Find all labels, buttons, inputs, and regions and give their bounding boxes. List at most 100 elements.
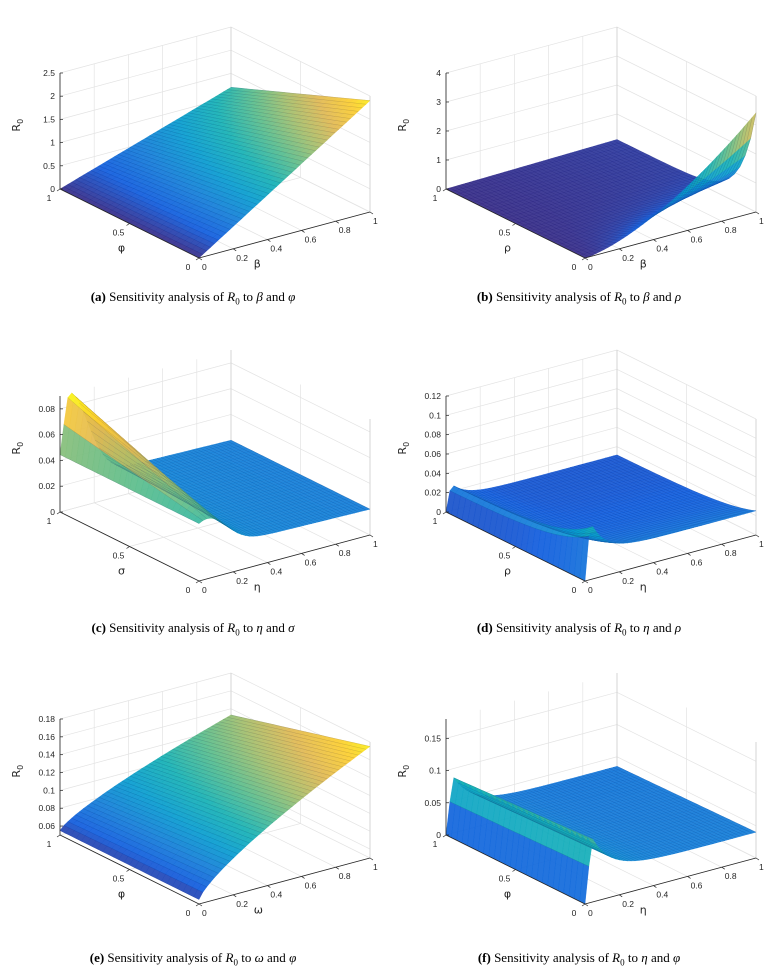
mesh-line bbox=[477, 489, 617, 544]
y-tick-label: 0.5 bbox=[499, 228, 511, 238]
mesh-line bbox=[75, 179, 215, 244]
mesh-line bbox=[188, 112, 328, 141]
mesh-line bbox=[145, 461, 285, 531]
mesh-line bbox=[504, 171, 644, 228]
mesh-line bbox=[523, 479, 663, 536]
z-axis-label: R0 bbox=[396, 119, 411, 132]
mesh-line bbox=[227, 89, 367, 105]
x-tick bbox=[198, 580, 203, 584]
x-axis-label: η bbox=[254, 580, 261, 593]
mesh-line bbox=[601, 458, 741, 516]
x-tick bbox=[653, 239, 657, 242]
x-tick-label: 0.2 bbox=[622, 576, 634, 586]
y-tick bbox=[56, 511, 61, 515]
mesh-line bbox=[457, 185, 597, 254]
z-tick-label: 0 bbox=[436, 507, 441, 517]
mesh-line bbox=[141, 140, 281, 184]
mesh-line bbox=[543, 160, 683, 211]
gridline-z bbox=[445, 84, 757, 155]
mesh-line bbox=[613, 117, 753, 184]
mesh-line bbox=[546, 473, 687, 530]
mesh-line bbox=[83, 174, 223, 237]
mesh-line bbox=[609, 456, 749, 514]
mesh-line bbox=[519, 167, 659, 221]
mesh-line bbox=[164, 456, 304, 526]
mesh-line bbox=[473, 180, 613, 246]
mesh-line bbox=[110, 158, 250, 212]
x-tick-label: 0 bbox=[202, 585, 207, 595]
mesh-line bbox=[203, 103, 343, 126]
x-tick-label: 0.2 bbox=[236, 253, 248, 263]
mesh-line bbox=[504, 484, 644, 541]
front-axes: 00.20.40.60.8100.5100.020.040.060.080.10… bbox=[396, 391, 764, 595]
mesh-line bbox=[67, 184, 207, 251]
mesh-line bbox=[219, 442, 359, 513]
mesh-line bbox=[593, 461, 733, 518]
z-tick-label: 0.12 bbox=[424, 391, 441, 401]
x-tick-label: 0.4 bbox=[656, 244, 668, 254]
x-tick bbox=[267, 562, 271, 565]
mesh-line bbox=[609, 121, 749, 185]
mesh-line bbox=[550, 472, 690, 529]
z-tick-label: 0.08 bbox=[38, 404, 55, 414]
x-tick-label: 0.6 bbox=[691, 557, 703, 567]
y-tick-label: 0 bbox=[186, 585, 191, 595]
mesh-line bbox=[149, 460, 289, 530]
mesh-line bbox=[215, 96, 355, 116]
y-tick-label: 0 bbox=[572, 262, 577, 272]
mesh-line bbox=[219, 94, 359, 112]
mesh-line bbox=[137, 462, 277, 533]
mesh-line bbox=[570, 152, 710, 200]
mesh-line bbox=[616, 112, 757, 182]
mesh-line bbox=[465, 183, 605, 250]
mesh-line bbox=[172, 454, 312, 524]
mesh-line bbox=[566, 153, 706, 201]
mesh-line bbox=[539, 161, 679, 212]
x-tick bbox=[267, 239, 271, 242]
mesh-line bbox=[215, 443, 355, 514]
surface-plot-e: 00.20.40.60.8100.510.060.080.10.120.140.… bbox=[10, 672, 378, 918]
y-axis-label: φ bbox=[118, 242, 125, 255]
x-axis-line bbox=[198, 534, 371, 582]
z-tick-label: 0.06 bbox=[424, 449, 441, 459]
mesh-line bbox=[601, 130, 741, 188]
mesh-line bbox=[126, 149, 266, 198]
mesh-line bbox=[496, 486, 636, 542]
x-tick bbox=[301, 230, 305, 233]
y-tick bbox=[512, 546, 516, 549]
mesh-line bbox=[79, 402, 219, 521]
mesh-line bbox=[589, 462, 729, 519]
mesh-line bbox=[500, 485, 640, 542]
mesh-line bbox=[500, 173, 640, 230]
mesh-line bbox=[71, 181, 211, 248]
mesh-line bbox=[230, 440, 371, 510]
mesh-line bbox=[176, 453, 316, 523]
mesh-line bbox=[75, 396, 215, 519]
mesh-line bbox=[91, 170, 231, 230]
x-tick bbox=[619, 248, 623, 252]
caption-d: (d) Sensitivity analysis of R0 to η and … bbox=[476, 620, 682, 638]
x-axis-line bbox=[584, 211, 757, 259]
y-tick-label: 1 bbox=[47, 516, 52, 526]
z-tick-label: 1.5 bbox=[43, 114, 55, 124]
mesh-line bbox=[98, 165, 238, 223]
chart-panel-a: 0 0.2 0.4 0.6 0.8 1 0 0.5 1 0 0.5 1 1.5 2 2.5 β φ R0 (a) … bbox=[0, 0, 386, 323]
mesh-line bbox=[473, 490, 613, 543]
mesh-line bbox=[449, 187, 589, 257]
mesh-line bbox=[496, 174, 636, 232]
x-tick-label: 0 bbox=[202, 262, 207, 272]
y-axis-label: σ bbox=[118, 565, 125, 578]
x-tick bbox=[721, 543, 725, 547]
x-tick bbox=[233, 248, 237, 252]
x-tick-label: 0.6 bbox=[305, 234, 317, 244]
mesh-line bbox=[535, 476, 675, 533]
mesh-line bbox=[484, 177, 624, 239]
mesh-line bbox=[188, 450, 328, 520]
y-tick bbox=[56, 188, 61, 192]
x-tick bbox=[198, 257, 203, 261]
